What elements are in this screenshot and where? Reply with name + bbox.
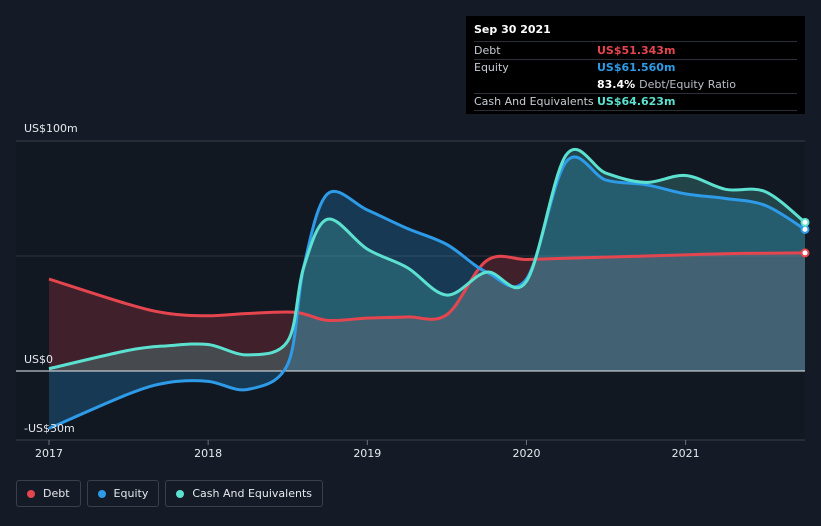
legend-equity-label: Equity (114, 487, 149, 500)
tooltip-equity-value: US$61.560m (597, 61, 675, 74)
x-tick-label-2020: 2020 (512, 447, 540, 460)
equity-endpoint (802, 226, 809, 233)
data-tooltip: Sep 30 2021 Debt US$51.343m Equity US$61… (466, 16, 805, 114)
tooltip-ratio-label: Debt/Equity Ratio (639, 78, 736, 91)
chart-legend: Debt Equity Cash And Equivalents (16, 480, 323, 507)
x-tick-label-2021: 2021 (672, 447, 700, 460)
tooltip-cash-label: Cash And Equivalents (474, 95, 597, 108)
tooltip-row-cash: Cash And Equivalents US$64.623m (474, 93, 797, 112)
tooltip-row-debt: Debt US$51.343m (474, 41, 797, 59)
y-tick-label-top: US$100m (24, 122, 78, 135)
tooltip-cash-value: US$64.623m (597, 95, 675, 108)
equity-dot-icon (98, 490, 106, 498)
debt-dot-icon (27, 490, 35, 498)
legend-debt-label: Debt (43, 487, 70, 500)
tooltip-debt-value: US$51.343m (597, 44, 675, 57)
legend-cash-label: Cash And Equivalents (192, 487, 312, 500)
tooltip-row-ratio: 83.4% Debt/Equity Ratio (474, 76, 797, 93)
legend-item-equity[interactable]: Equity (87, 480, 160, 507)
debt-endpoint (802, 249, 809, 256)
x-tick-label-2019: 2019 (353, 447, 381, 460)
x-tick-label-2017: 2017 (35, 447, 63, 460)
cash-and-equivalents-endpoint (802, 219, 809, 226)
x-tick-label-2018: 2018 (194, 447, 222, 460)
y-tick-label-bottom: -US$30m (24, 422, 75, 435)
tooltip-equity-label: Equity (474, 61, 597, 74)
tooltip-debt-label: Debt (474, 44, 597, 57)
tooltip-row-equity: Equity US$61.560m (474, 59, 797, 77)
legend-item-cash[interactable]: Cash And Equivalents (165, 480, 323, 507)
cash-dot-icon (176, 490, 184, 498)
tooltip-date: Sep 30 2021 (474, 23, 797, 37)
tooltip-ratio-value: 83.4% (597, 78, 635, 91)
y-tick-label-zero: US$0 (24, 353, 53, 366)
legend-item-debt[interactable]: Debt (16, 480, 81, 507)
